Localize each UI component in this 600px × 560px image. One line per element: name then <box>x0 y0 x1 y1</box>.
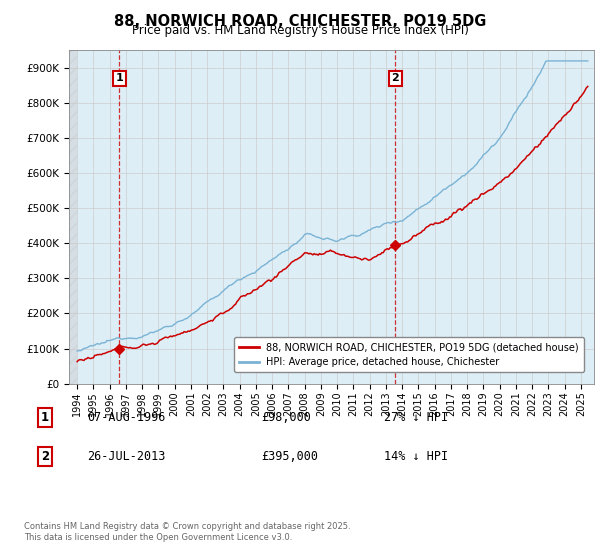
Text: £98,000: £98,000 <box>261 410 311 424</box>
Text: 27% ↓ HPI: 27% ↓ HPI <box>384 410 448 424</box>
Text: 14% ↓ HPI: 14% ↓ HPI <box>384 450 448 463</box>
Legend: 88, NORWICH ROAD, CHICHESTER, PO19 5DG (detached house), HPI: Average price, det: 88, NORWICH ROAD, CHICHESTER, PO19 5DG (… <box>235 338 584 372</box>
Bar <box>69 50 77 384</box>
Text: 1: 1 <box>41 410 49 424</box>
Bar <box>69 50 77 384</box>
Text: 2: 2 <box>41 450 49 463</box>
Text: 2: 2 <box>391 73 399 83</box>
Text: This data is licensed under the Open Government Licence v3.0.: This data is licensed under the Open Gov… <box>24 533 292 542</box>
Text: 1: 1 <box>116 73 123 83</box>
Text: £395,000: £395,000 <box>261 450 318 463</box>
Text: Contains HM Land Registry data © Crown copyright and database right 2025.: Contains HM Land Registry data © Crown c… <box>24 522 350 531</box>
Text: 26-JUL-2013: 26-JUL-2013 <box>87 450 166 463</box>
Text: Price paid vs. HM Land Registry's House Price Index (HPI): Price paid vs. HM Land Registry's House … <box>131 24 469 37</box>
Text: 07-AUG-1996: 07-AUG-1996 <box>87 410 166 424</box>
Text: 88, NORWICH ROAD, CHICHESTER, PO19 5DG: 88, NORWICH ROAD, CHICHESTER, PO19 5DG <box>114 14 486 29</box>
